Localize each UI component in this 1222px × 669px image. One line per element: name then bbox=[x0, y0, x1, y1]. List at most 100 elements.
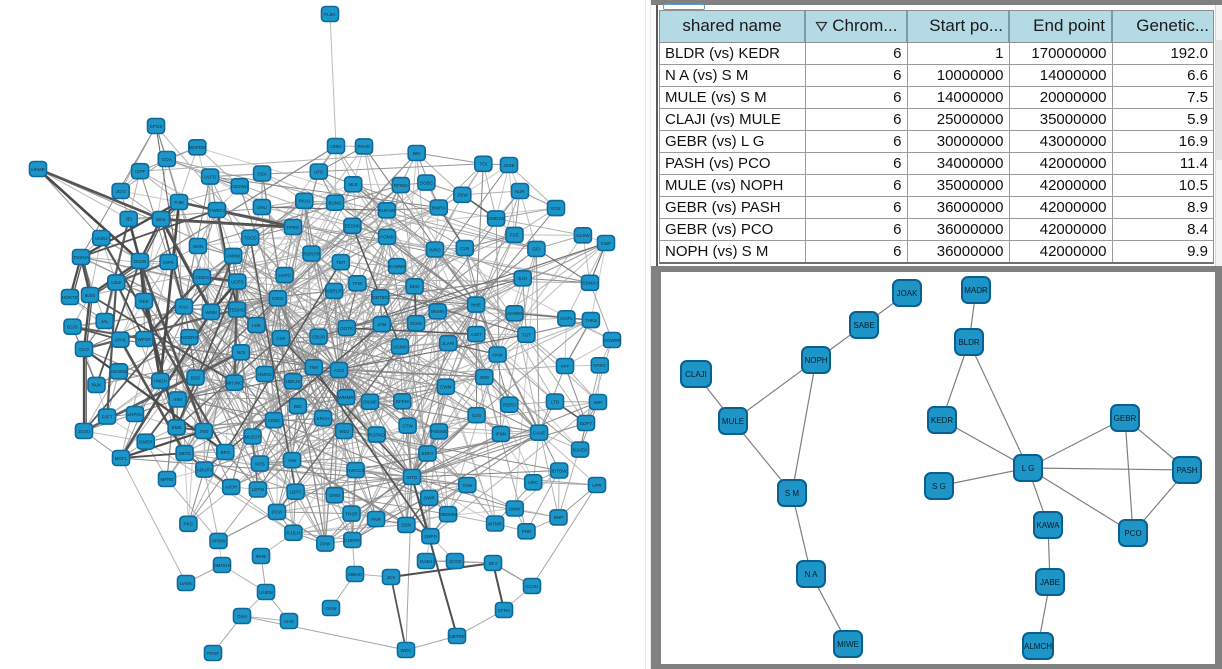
svg-text:IOPK: IOPK bbox=[163, 260, 175, 265]
svg-text:UFD: UFD bbox=[314, 169, 324, 174]
svg-text:FLBA: FLBA bbox=[324, 12, 336, 17]
svg-text:MLEOF: MLEOF bbox=[245, 434, 261, 439]
svg-text:INRO: INRO bbox=[429, 247, 441, 252]
svg-text:GOWRP: GOWRP bbox=[603, 338, 621, 343]
svg-text:JNW: JNW bbox=[479, 375, 490, 380]
svg-text:UFR: UFR bbox=[592, 483, 602, 488]
svg-text:JSIW: JSIW bbox=[457, 193, 469, 198]
svg-text:HOKTE: HOKTE bbox=[62, 295, 78, 300]
svg-text:GEBR: GEBR bbox=[1114, 414, 1137, 423]
svg-text:WMMR: WMMR bbox=[338, 395, 354, 400]
svg-text:MJR: MJR bbox=[515, 189, 525, 194]
svg-text:IFNN: IFNN bbox=[496, 432, 507, 437]
svg-text:JAM: JAM bbox=[377, 322, 386, 327]
svg-text:UHO: UHO bbox=[284, 619, 295, 624]
svg-text:KBRLR: KBRLR bbox=[326, 289, 342, 294]
svg-text:APHL: APHL bbox=[114, 338, 126, 343]
svg-text:AJOH: AJOH bbox=[225, 485, 237, 490]
svg-text:JABE: JABE bbox=[1040, 578, 1060, 587]
svg-text:UILE: UILE bbox=[111, 280, 121, 285]
svg-text:S M: S M bbox=[785, 489, 800, 498]
svg-text:PJFT: PJFT bbox=[102, 414, 113, 419]
svg-text:WFGP: WFGP bbox=[138, 337, 152, 342]
svg-text:EUPJW: EUPJW bbox=[379, 208, 396, 213]
svg-text:UNGJ: UNGJ bbox=[95, 236, 108, 241]
svg-text:ISABJ: ISABJ bbox=[420, 559, 433, 564]
svg-text:MADR: MADR bbox=[964, 286, 988, 295]
svg-text:REK: REK bbox=[139, 299, 149, 304]
svg-text:GDEN: GDEN bbox=[195, 275, 208, 280]
svg-text:IWR: IWR bbox=[594, 400, 604, 405]
svg-text:TMT: TMT bbox=[336, 260, 346, 265]
svg-text:PKG: PKG bbox=[184, 522, 194, 527]
svg-text:GLSW: GLSW bbox=[576, 233, 590, 238]
svg-text:POSF: POSF bbox=[207, 651, 220, 656]
svg-text:GCI: GCI bbox=[532, 247, 540, 252]
svg-text:BSG: BSG bbox=[191, 375, 201, 380]
svg-text:SCKK: SCKK bbox=[410, 321, 423, 326]
svg-text:KRUH: KRUH bbox=[317, 416, 330, 421]
svg-text:EESHK: EESHK bbox=[345, 224, 362, 229]
svg-text:RGPKD: RGPKD bbox=[369, 432, 386, 437]
svg-text:BID: BID bbox=[294, 404, 302, 409]
svg-text:DCW: DCW bbox=[272, 510, 284, 515]
svg-text:UAEK: UAEK bbox=[180, 581, 193, 586]
svg-text:CAAE: CAAE bbox=[533, 431, 546, 436]
svg-text:ALMCH: ALMCH bbox=[1024, 642, 1052, 651]
svg-text:IDTBW: IDTBW bbox=[552, 468, 567, 473]
svg-text:TGKNA: TGKNA bbox=[73, 255, 90, 260]
svg-text:BNP: BNP bbox=[554, 515, 563, 520]
svg-text:AOWM: AOWM bbox=[507, 311, 522, 316]
svg-text:REPD: REPD bbox=[503, 403, 516, 408]
svg-text:IESS: IESS bbox=[85, 293, 95, 298]
svg-text:NDDRO: NDDRO bbox=[181, 335, 198, 340]
svg-text:HAW: HAW bbox=[492, 352, 503, 357]
svg-text:CSF: CSF bbox=[276, 336, 285, 341]
svg-text:BFO: BFO bbox=[221, 450, 231, 455]
svg-text:KAMWI: KAMWI bbox=[389, 264, 405, 269]
svg-text:CIPF: CIPF bbox=[135, 169, 146, 174]
svg-text:AIW: AIW bbox=[288, 458, 297, 463]
svg-text:BFJ: BFJ bbox=[489, 561, 497, 566]
svg-text:WNM: WNM bbox=[205, 310, 217, 315]
svg-text:JCIG: JCIG bbox=[115, 189, 126, 194]
svg-text:BUNG: BUNG bbox=[328, 201, 342, 206]
svg-text:HWCCS: HWCCS bbox=[347, 468, 364, 473]
svg-text:MIWE: MIWE bbox=[837, 640, 859, 649]
svg-text:BJJS: BJJS bbox=[67, 325, 78, 330]
svg-text:ANHM: ANHM bbox=[226, 254, 240, 259]
svg-text:KAWA: KAWA bbox=[1037, 521, 1061, 530]
svg-text:KAA: KAA bbox=[179, 304, 189, 309]
svg-text:SPGS: SPGS bbox=[150, 124, 163, 129]
svg-text:NBGMM: NBGMM bbox=[439, 512, 457, 517]
svg-text:BKMN: BKMN bbox=[431, 309, 444, 314]
svg-text:RJJLH: RJJLH bbox=[287, 531, 301, 536]
svg-text:TEDHO: TEDHO bbox=[229, 307, 246, 312]
svg-text:PCO: PCO bbox=[1124, 529, 1141, 538]
svg-text:SABE: SABE bbox=[853, 321, 874, 330]
svg-text:CBUO: CBUO bbox=[312, 335, 326, 340]
svg-text:EJH: EJH bbox=[518, 276, 527, 281]
svg-text:CWF: CWF bbox=[601, 241, 612, 246]
svg-text:WDC: WDC bbox=[401, 648, 413, 653]
svg-text:IGEO: IGEO bbox=[272, 296, 284, 301]
svg-text:UDEI: UDEI bbox=[331, 144, 342, 149]
svg-text:TFW: TFW bbox=[352, 281, 363, 286]
svg-text:TNH: TNH bbox=[309, 365, 318, 370]
svg-text:KEDR: KEDR bbox=[931, 416, 953, 425]
svg-text:HMGK: HMGK bbox=[258, 372, 273, 377]
svg-text:FPW: FPW bbox=[320, 541, 331, 546]
svg-text:JNO: JNO bbox=[199, 429, 209, 434]
svg-text:LDTM: LDTM bbox=[252, 487, 265, 492]
svg-text:LDPC: LDPC bbox=[289, 490, 302, 495]
svg-text:ACIFL: ACIFL bbox=[560, 316, 573, 321]
svg-text:PNR: PNR bbox=[371, 517, 381, 522]
svg-text:NON: NON bbox=[193, 244, 203, 249]
svg-text:LTB: LTB bbox=[551, 399, 559, 404]
svg-text:DKD: DKD bbox=[410, 284, 420, 289]
svg-text:OSH: OSH bbox=[237, 614, 247, 619]
svg-text:OLO: OLO bbox=[79, 347, 89, 352]
svg-text:AGO: AGO bbox=[334, 368, 345, 373]
svg-text:UBTRE: UBTRE bbox=[449, 634, 465, 639]
svg-text:DIILW: DIILW bbox=[134, 259, 147, 264]
